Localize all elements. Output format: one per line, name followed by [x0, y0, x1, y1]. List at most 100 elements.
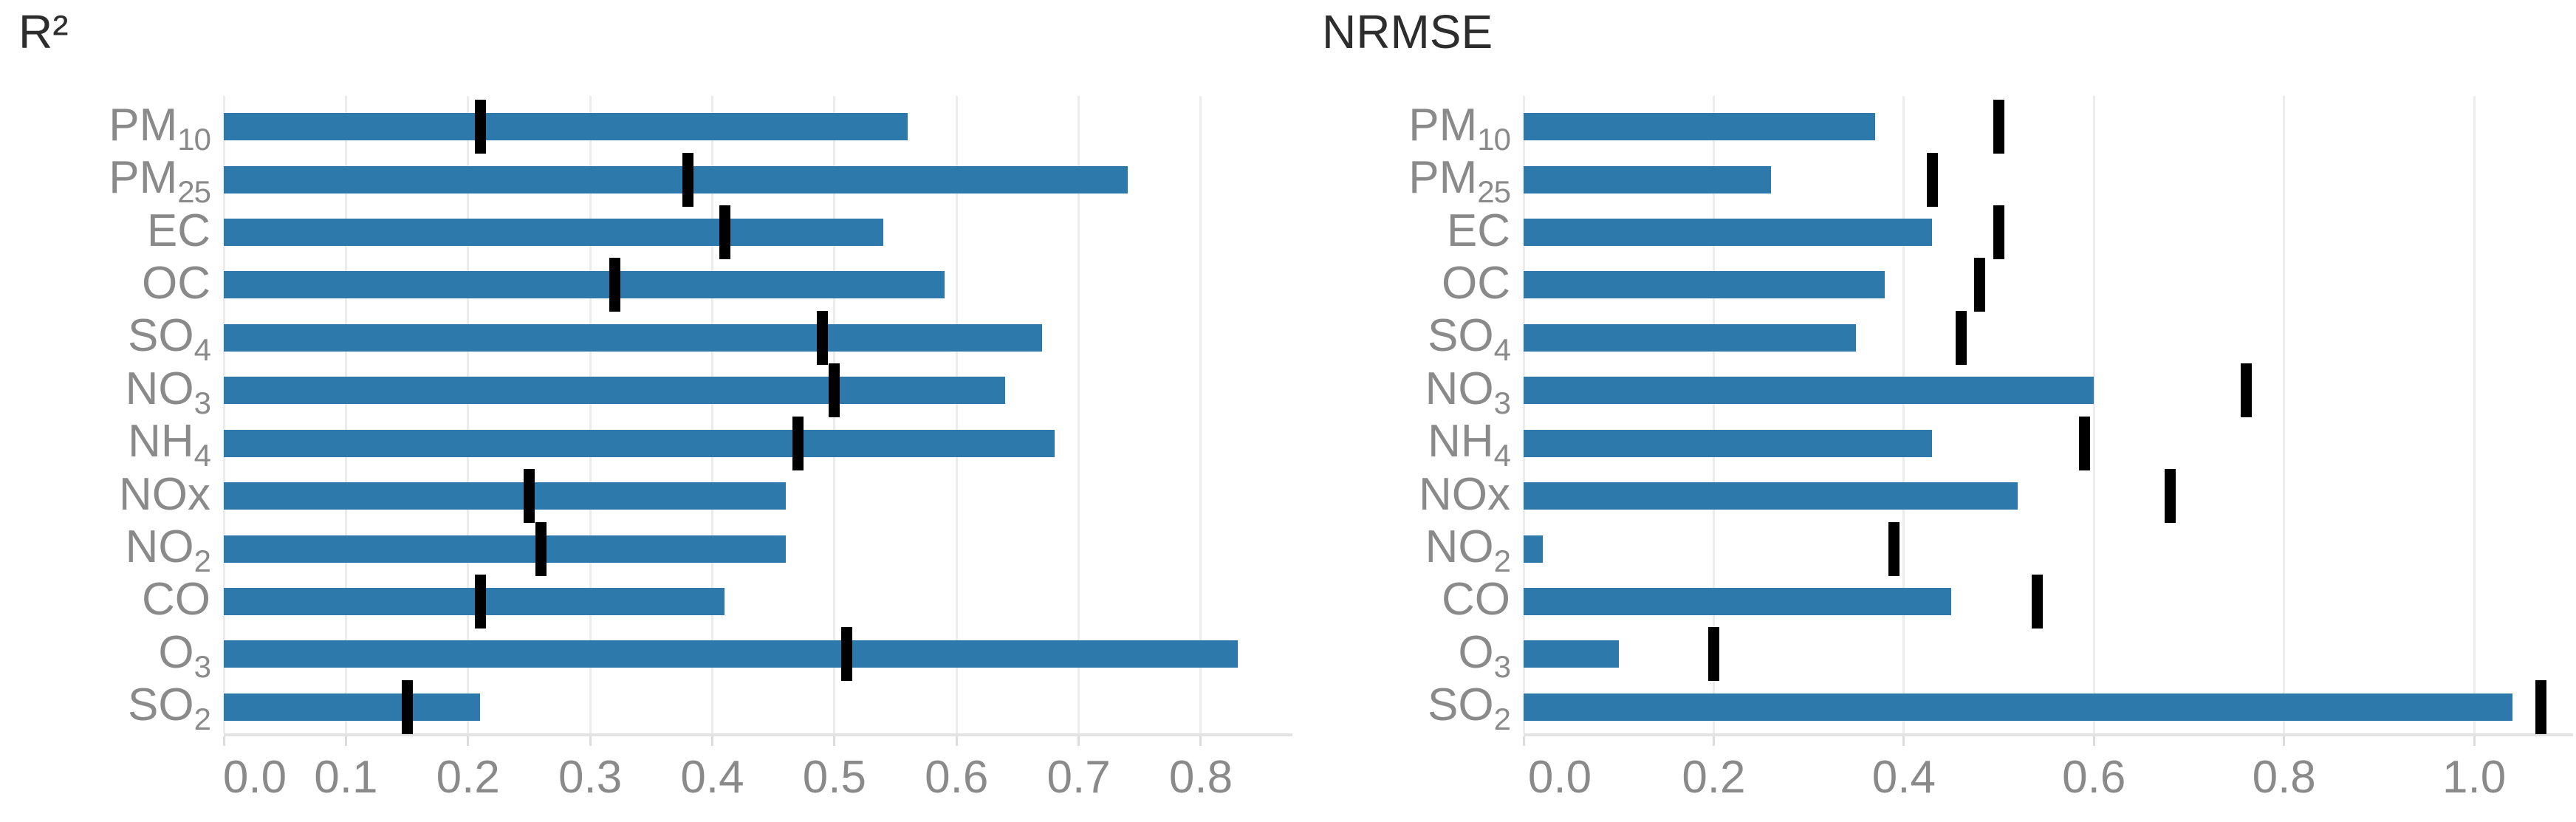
- category-label-text: EC: [1446, 205, 1510, 256]
- category-label-O: O3: [0, 626, 211, 684]
- x-axis-label: 0.1: [314, 752, 378, 803]
- bar-nrmse-OC: [1524, 271, 1885, 299]
- chart-title-nrmse: NRMSE: [1322, 5, 1493, 58]
- gridline: [1199, 96, 1202, 733]
- category-label-SO: SO4: [1067, 310, 1511, 368]
- gridline: [222, 96, 225, 733]
- bar-nrmse-SO: [1524, 693, 2512, 721]
- category-label-EC: EC: [1067, 208, 1510, 254]
- gridline: [1902, 96, 1905, 733]
- axis-tick-mark: [589, 736, 592, 746]
- category-label-OC: OC: [1067, 260, 1510, 306]
- axis-tick-mark: [467, 736, 470, 746]
- axis-tick-mark: [2283, 736, 2286, 746]
- category-label-subscript: 2: [193, 702, 211, 737]
- axis-tick-mark: [344, 736, 347, 746]
- category-label-subscript: 3: [1493, 385, 1511, 420]
- bar-r2-OC: [224, 271, 945, 299]
- reference-marker-nrmse-NH: [2078, 416, 2090, 470]
- reference-marker-nrmse-O: [1707, 627, 1719, 682]
- category-label-text: NH: [1428, 416, 1494, 467]
- x-axis-label: 0.8: [2252, 752, 2316, 803]
- category-label-text: SO: [1428, 679, 1494, 731]
- reference-marker-nrmse-NOx: [2164, 469, 2176, 524]
- reference-marker-nrmse-NO: [1888, 521, 1900, 576]
- category-label-NOx: NOx: [0, 468, 210, 520]
- axis-tick-mark: [1712, 736, 1715, 746]
- category-label-NOx: NOx: [1067, 471, 1510, 518]
- category-label-SO: SO2: [0, 679, 211, 737]
- category-label-text: SO: [128, 310, 194, 362]
- category-label-subscript: 2: [1493, 702, 1511, 737]
- category-label-NH: NH4: [1067, 416, 1511, 473]
- reference-marker-r2-SO: [401, 679, 413, 734]
- bar-r2-NO: [224, 377, 1006, 405]
- reference-marker-r2-O: [840, 627, 852, 682]
- bar-nrmse-O: [1524, 640, 1619, 668]
- reference-marker-r2-PM: [682, 152, 693, 207]
- category-label-text: NO: [125, 521, 194, 573]
- category-label-subscript: 25: [1477, 174, 1511, 210]
- category-label-subscript: 3: [193, 648, 211, 684]
- bar-r2-PM: [224, 165, 1128, 193]
- category-label-subscript: 3: [1493, 648, 1511, 684]
- bar-r2-O: [224, 640, 1238, 668]
- category-label-NO: NO2: [0, 521, 211, 579]
- reference-marker-r2-OC: [609, 258, 620, 312]
- axis-tick-mark: [1199, 736, 1202, 746]
- category-label-text: O: [158, 626, 194, 678]
- bar-r2-EC: [224, 219, 883, 247]
- x-axis-line: [224, 733, 1292, 736]
- category-label-subscript: 10: [177, 121, 211, 157]
- gridline: [344, 96, 347, 733]
- bar-r2-NOx: [224, 482, 786, 510]
- x-axis-label: 0.0: [1527, 752, 1592, 803]
- x-axis-label: 1.0: [2442, 752, 2507, 803]
- category-label-EC: EC: [0, 208, 210, 254]
- axis-tick-mark: [222, 736, 225, 746]
- bar-r2-NH: [224, 429, 1055, 457]
- category-label-NO: NO3: [1067, 366, 1511, 420]
- gridline: [1712, 96, 1715, 733]
- category-label-text: SO: [1428, 310, 1494, 362]
- bar-nrmse-NOx: [1524, 482, 2018, 510]
- category-label-SO: SO4: [0, 310, 211, 368]
- axis-tick-mark: [1078, 736, 1080, 746]
- x-axis-label: 0.6: [2062, 752, 2126, 803]
- category-label-text: NOx: [119, 468, 210, 520]
- reference-marker-r2-CO: [474, 574, 486, 629]
- x-axis-label: 0.4: [1871, 752, 1936, 803]
- category-label-CO: CO: [0, 577, 210, 623]
- reference-marker-nrmse-SO: [2535, 679, 2546, 734]
- category-label-text: SO: [128, 679, 194, 731]
- bar-nrmse-NH: [1524, 429, 1933, 457]
- category-label-text: PM: [109, 99, 178, 151]
- bar-r2-SO: [224, 323, 1042, 352]
- reference-marker-nrmse-SO: [1955, 310, 1967, 365]
- axis-tick-mark: [1522, 736, 1525, 746]
- category-label-NO: NO3: [0, 366, 211, 420]
- bar-r2-NO: [224, 535, 786, 563]
- category-label-text: PM: [1408, 99, 1478, 151]
- category-label-text: EC: [146, 205, 210, 256]
- x-axis-label: 0.2: [436, 752, 500, 803]
- category-label-subscript: 4: [1493, 332, 1511, 368]
- axis-tick-mark: [710, 736, 713, 746]
- x-axis-label: 0.5: [802, 752, 866, 803]
- reference-marker-nrmse-PM: [1993, 100, 2005, 154]
- category-label-NO: NO2: [1067, 524, 1511, 579]
- category-label-text: CO: [1442, 574, 1510, 626]
- category-label-O: O3: [1067, 629, 1511, 684]
- bar-r2-CO: [224, 587, 725, 615]
- category-label-PM: PM25: [1067, 155, 1511, 210]
- gridline: [2283, 96, 2286, 733]
- bar-nrmse-NO: [1524, 535, 1543, 563]
- bar-nrmse-PM: [1524, 113, 1876, 141]
- bar-nrmse-EC: [1524, 219, 1933, 247]
- axis-tick-mark: [1902, 736, 1905, 746]
- category-label-text: PM: [109, 152, 178, 204]
- category-label-subscript: 10: [1477, 121, 1511, 157]
- bar-nrmse-NO: [1524, 377, 2094, 405]
- gridline: [589, 96, 592, 733]
